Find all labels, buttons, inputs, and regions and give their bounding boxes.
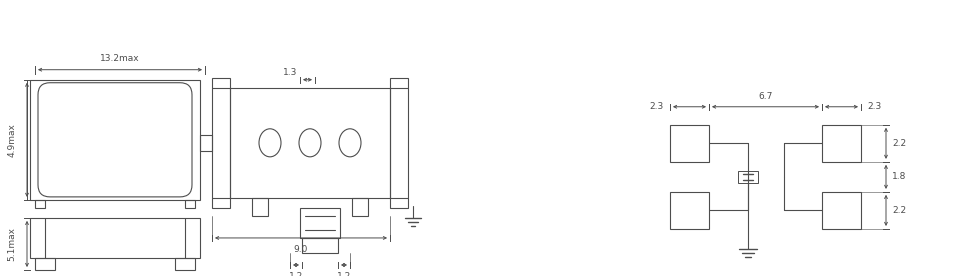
Bar bbox=[35, 258, 55, 270]
Bar bbox=[670, 125, 709, 162]
Text: 2.2: 2.2 bbox=[892, 206, 906, 215]
Bar bbox=[302, 238, 338, 253]
Text: 1.2: 1.2 bbox=[337, 272, 351, 276]
Text: 1.2: 1.2 bbox=[289, 272, 304, 276]
Bar bbox=[822, 192, 861, 229]
Bar bbox=[252, 198, 268, 216]
Bar bbox=[35, 200, 45, 208]
Text: 2.2: 2.2 bbox=[892, 139, 906, 148]
Bar bbox=[30, 218, 200, 258]
Text: 6.7: 6.7 bbox=[758, 92, 773, 101]
Bar bbox=[822, 125, 861, 162]
Text: 1.8: 1.8 bbox=[892, 172, 907, 181]
Bar bbox=[300, 208, 340, 238]
Text: 9.0: 9.0 bbox=[294, 245, 308, 254]
Bar bbox=[230, 88, 390, 198]
Bar bbox=[390, 78, 408, 208]
Text: Mechanical Dimensions: Mechanical Dimensions bbox=[12, 16, 248, 34]
Bar bbox=[352, 198, 368, 216]
Text: 2.3: 2.3 bbox=[867, 102, 881, 111]
Text: 13.2max: 13.2max bbox=[101, 54, 140, 63]
Bar bbox=[212, 78, 230, 208]
Text: 2.3: 2.3 bbox=[650, 102, 664, 111]
Bar bbox=[175, 258, 195, 270]
Bar bbox=[670, 192, 709, 229]
Text: 1.3: 1.3 bbox=[283, 68, 297, 77]
Text: 4.9max: 4.9max bbox=[8, 123, 17, 157]
Bar bbox=[185, 200, 195, 208]
Text: 5.1max: 5.1max bbox=[8, 227, 17, 261]
Bar bbox=[30, 80, 200, 200]
Bar bbox=[200, 135, 212, 151]
Bar bbox=[738, 171, 757, 183]
